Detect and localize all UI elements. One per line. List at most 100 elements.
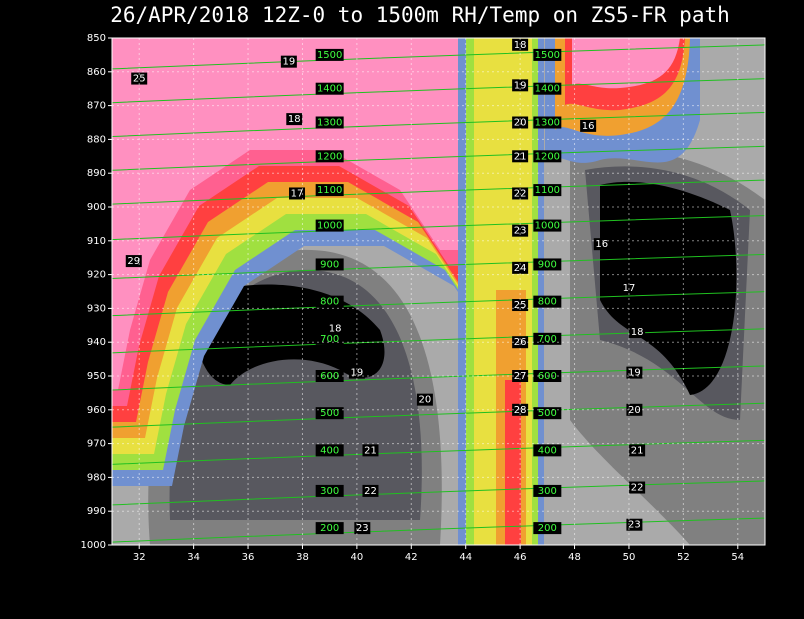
y-tick-label: 970 — [87, 439, 106, 450]
temperature-label: 25 — [514, 300, 527, 311]
x-tick-label: 40 — [351, 552, 364, 563]
label-box — [327, 322, 344, 335]
height-label: 500 — [538, 408, 557, 419]
temperature-label: 27 — [514, 371, 527, 382]
y-tick-label: 910 — [87, 236, 106, 247]
height-contour — [112, 365, 765, 391]
label-box — [354, 522, 371, 535]
label-box — [533, 48, 562, 61]
label-box — [362, 484, 379, 497]
temperature-label: 26 — [514, 337, 527, 348]
height-label: 400 — [320, 445, 339, 456]
height-label: 1300 — [535, 118, 560, 129]
label-box — [315, 82, 344, 95]
height-label: 700 — [538, 334, 557, 345]
label-box — [629, 481, 646, 494]
y-tick-label: 850 — [87, 33, 106, 44]
temperature-label: 22 — [631, 483, 644, 494]
label-box — [512, 224, 529, 237]
temperature-label: 23 — [356, 523, 369, 534]
temperature-label: 23 — [514, 226, 527, 237]
height-contour — [112, 328, 765, 354]
x-tick-label: 50 — [623, 552, 636, 563]
label-box — [512, 79, 529, 92]
x-tick-label: 38 — [296, 552, 309, 563]
height-contour — [112, 480, 765, 506]
region — [193, 284, 385, 385]
temperature-label: 28 — [514, 405, 527, 416]
x-tick-label: 48 — [568, 552, 581, 563]
temperature-label: 20 — [419, 395, 432, 406]
label-box — [315, 522, 344, 535]
height-contour — [112, 402, 765, 428]
height-label: 1400 — [535, 84, 560, 95]
temperature-label: 16 — [595, 239, 608, 250]
y-tick-label: 980 — [87, 472, 106, 483]
label-box — [533, 484, 562, 497]
height-label: 800 — [538, 297, 557, 308]
plot-area: 1500 1500 1400 1400 1300 1300 1200 1200 1100 1100… — [112, 38, 765, 545]
height-label: 800 — [320, 297, 339, 308]
label-box — [315, 116, 344, 129]
label-box — [533, 332, 562, 345]
height-contour — [112, 112, 765, 137]
temperature-label: 18 — [631, 327, 644, 338]
region — [505, 380, 521, 545]
label-box — [512, 116, 529, 129]
label-box — [315, 150, 344, 163]
label-box — [416, 393, 433, 406]
height-label: 1400 — [317, 84, 342, 95]
label-box — [533, 116, 562, 129]
label-box — [315, 258, 344, 271]
y-tick-label: 940 — [87, 337, 106, 348]
height-label: 1200 — [535, 151, 560, 162]
y-tick-label: 870 — [87, 101, 106, 112]
label-box — [533, 150, 562, 163]
plot-frame — [111, 37, 766, 546]
height-label: 1500 — [535, 50, 560, 61]
label-box — [512, 370, 529, 382]
y-tick-label: 920 — [87, 270, 106, 281]
height-label: 1100 — [535, 185, 560, 196]
temperature-label: 18 — [329, 324, 342, 335]
x-tick-label: 44 — [459, 552, 472, 563]
label-box — [629, 444, 646, 457]
label-box — [286, 113, 303, 126]
height-contour — [112, 44, 765, 70]
temperature-label: 19 — [282, 57, 295, 68]
label-box — [580, 119, 597, 132]
y-tick-label: 880 — [87, 134, 106, 145]
label-box — [533, 258, 562, 271]
label-box — [315, 48, 344, 61]
label-box — [533, 295, 562, 308]
y-tick-label: 1000 — [81, 540, 106, 551]
chart-title: 26/APR/2018 12Z-0 to 1500m RH/Temp on ZS… — [110, 3, 730, 27]
label-box — [533, 444, 562, 457]
label-box — [315, 295, 344, 308]
height-contour — [112, 215, 765, 241]
label-box — [315, 370, 344, 382]
height-label: 300 — [538, 486, 557, 497]
y-tick-label: 900 — [87, 202, 106, 213]
label-box — [362, 444, 379, 457]
x-tick-label: 32 — [133, 552, 146, 563]
label-box — [512, 336, 529, 349]
y-tick-label: 960 — [87, 405, 106, 416]
temperature-label: 17 — [291, 188, 304, 199]
height-label: 300 — [320, 486, 339, 497]
height-label: 1100 — [317, 185, 342, 196]
y-tick-label: 990 — [87, 506, 106, 517]
temperature-label: 23 — [628, 520, 641, 531]
x-tick-label: 52 — [677, 552, 690, 563]
label-box — [533, 219, 562, 232]
temperature-label: 18 — [514, 40, 527, 51]
height-contour — [112, 517, 765, 543]
temperature-label: 19 — [628, 368, 641, 379]
label-box — [626, 403, 643, 416]
temperature-label: 19 — [514, 80, 527, 91]
label-box — [315, 444, 344, 457]
label-box — [533, 522, 562, 535]
label-box — [533, 184, 562, 197]
label-box — [533, 407, 562, 420]
height-label: 900 — [538, 259, 557, 270]
